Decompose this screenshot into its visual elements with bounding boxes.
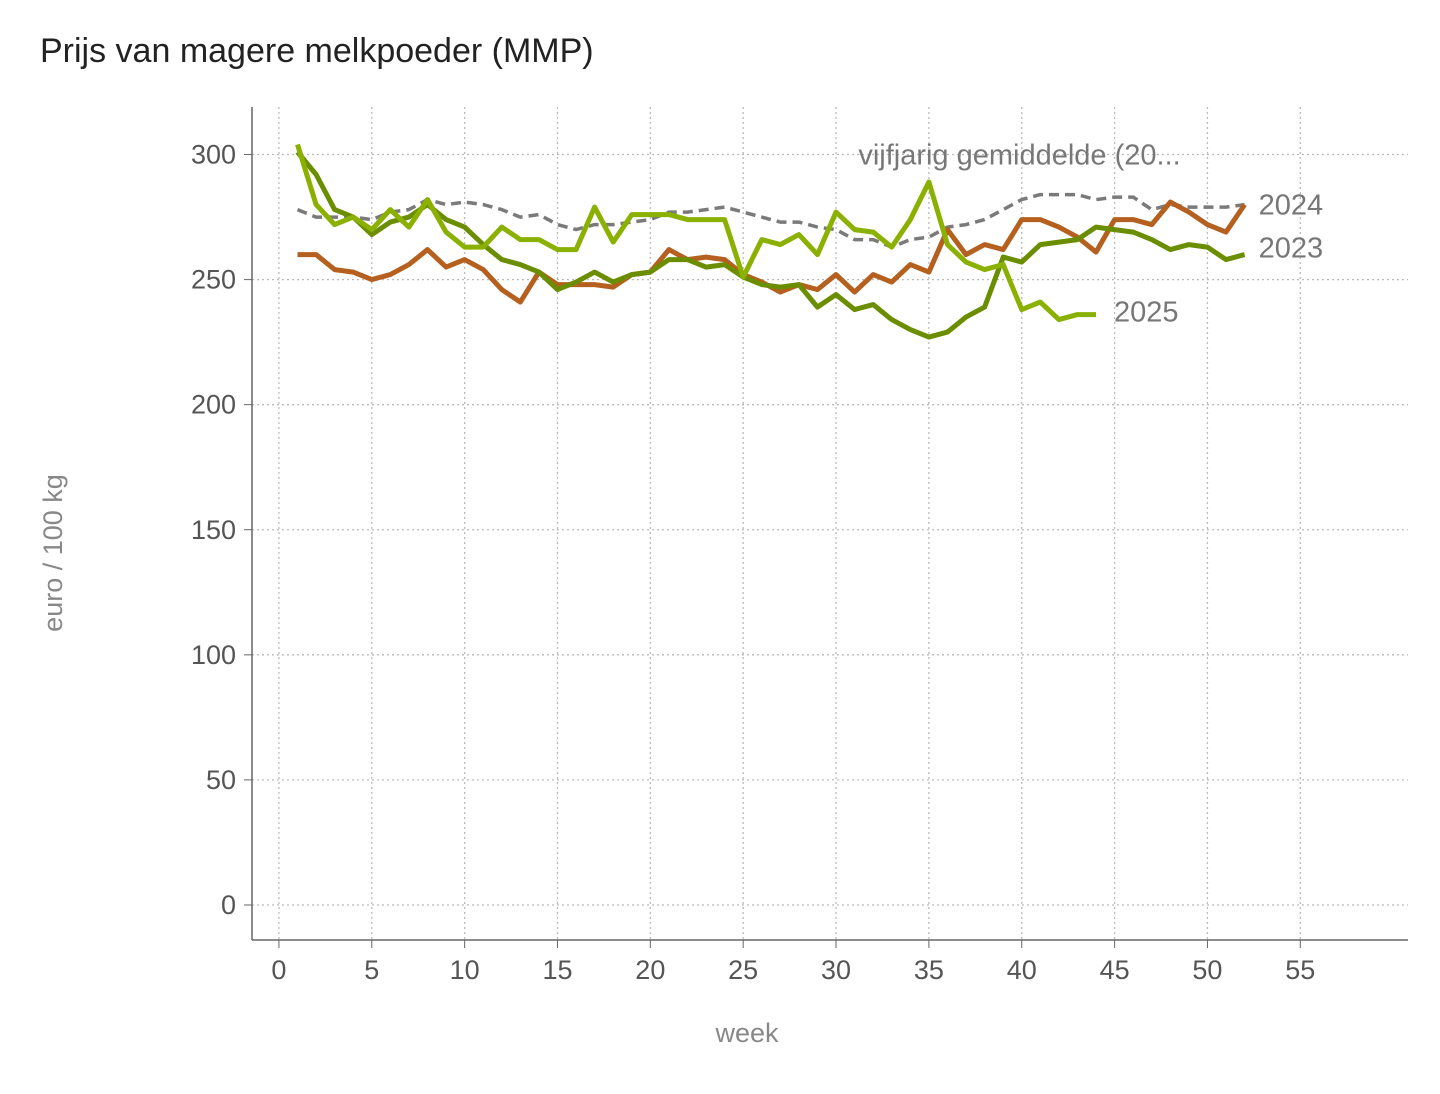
x-tick-label: 45: [1100, 955, 1130, 985]
x-tick-label: 55: [1285, 955, 1315, 985]
x-tick-label: 5: [364, 955, 379, 985]
y-tick-label: 100: [191, 640, 236, 670]
x-tick-label: 20: [635, 955, 665, 985]
y-tick-label: 150: [191, 515, 236, 545]
series-lines: [295, 143, 1247, 340]
series-label: 2025: [1114, 297, 1179, 329]
x-tick-label: 30: [821, 955, 851, 985]
labels: vijfjarig gemiddelde (20... 2024 2023 2025: [858, 140, 1323, 329]
x-tick-label: 25: [728, 955, 758, 985]
x-tick-label: 15: [542, 955, 572, 985]
y-tick-label: 250: [191, 265, 236, 295]
y-axis-label: euro / 100 kg: [38, 474, 68, 632]
series-line-2023: [295, 150, 1246, 340]
series-label: 2023: [1259, 233, 1324, 265]
x-tick-label: 10: [450, 955, 480, 985]
x-tick-label: 40: [1007, 955, 1037, 985]
series-label: 2024: [1259, 190, 1324, 222]
series-line-2025: [295, 143, 1096, 323]
series-line-vijfjarig-gemiddelde-20-: [296, 192, 1245, 249]
x-axis-label: week: [714, 1018, 779, 1048]
y-tick-label: 50: [206, 765, 236, 795]
grid: [252, 107, 1408, 940]
x-tick-label: 35: [914, 955, 944, 985]
x-tick-label: 0: [271, 955, 286, 985]
y-tick-label: 0: [221, 890, 236, 920]
chart-title: Prijs van magere melkpoeder (MMP): [40, 32, 594, 70]
x-tick-label: 50: [1192, 955, 1222, 985]
y-tick-label: 200: [191, 390, 236, 420]
y-tick-label: 300: [191, 140, 236, 170]
series-label: vijfjarig gemiddelde (20...: [858, 140, 1180, 172]
